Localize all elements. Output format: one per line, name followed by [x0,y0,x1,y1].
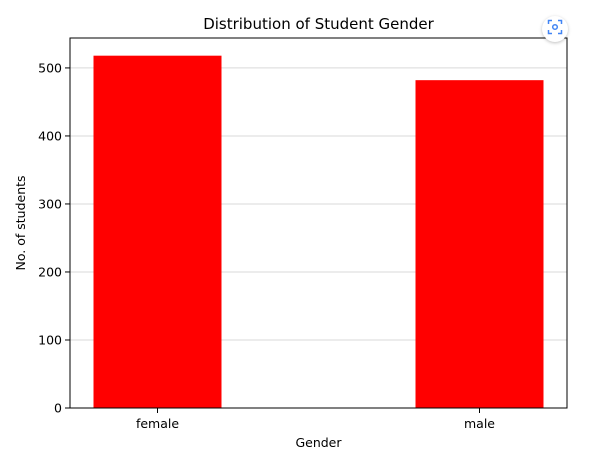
y-tick-label: 200 [38,264,62,279]
y-axis-ticks: 0 100 200 300 400 500 [38,60,70,416]
y-axis-label: No. of students [13,175,28,270]
bar-female [93,55,222,408]
y-tick-label: 100 [38,332,62,347]
expand-chart-button[interactable] [542,16,568,42]
x-tick-label-male: male [464,416,495,431]
y-tick-label: 300 [38,196,62,211]
y-tick-label: 400 [38,128,62,143]
bars [93,55,544,408]
chart-title: Distribution of Student Gender [203,15,434,33]
y-tick-label: 0 [54,401,62,416]
bar-male [415,80,544,408]
y-tick-label: 500 [38,60,62,75]
focus-frame-icon [547,19,563,39]
x-axis-ticks: female male [136,408,495,431]
x-tick-label-female: female [136,416,179,431]
x-axis-label: Gender [295,435,342,450]
plot-frame [69,37,568,409]
